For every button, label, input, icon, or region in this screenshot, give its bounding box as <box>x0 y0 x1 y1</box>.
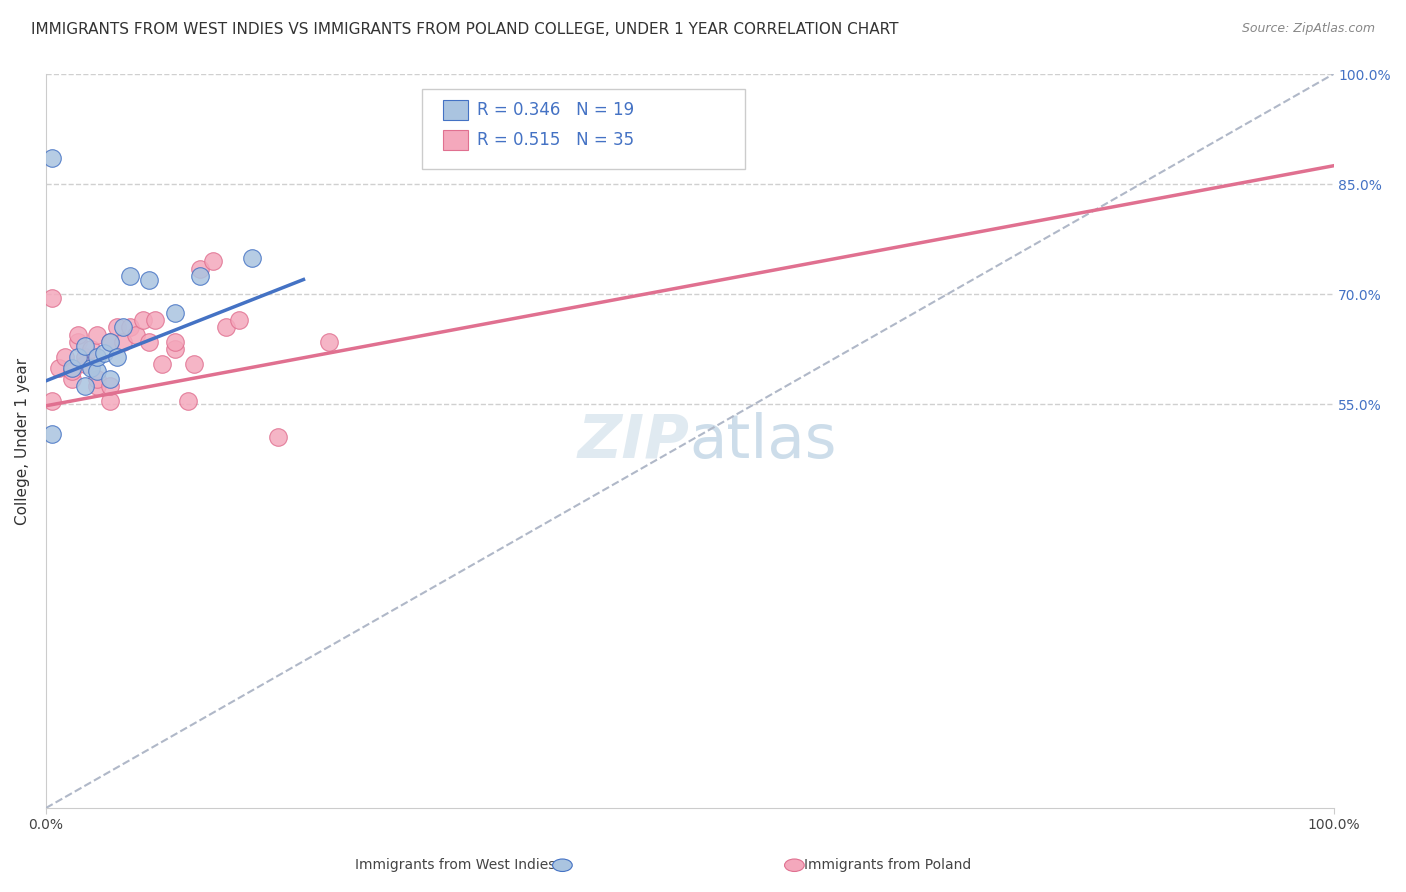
Point <box>80 343 103 357</box>
Point <box>86 371 108 385</box>
Point <box>67 327 90 342</box>
Point <box>112 320 135 334</box>
Text: atlas: atlas <box>690 411 837 470</box>
Point <box>41 393 63 408</box>
Point <box>48 360 70 375</box>
Point <box>215 320 238 334</box>
Point <box>60 364 83 378</box>
Y-axis label: College, Under 1 year: College, Under 1 year <box>15 358 30 524</box>
Point <box>125 327 148 342</box>
Point <box>118 320 141 334</box>
Text: Source: ZipAtlas.com: Source: ZipAtlas.com <box>1241 22 1375 36</box>
Point <box>60 371 83 385</box>
Point <box>41 426 63 441</box>
Point <box>267 430 290 444</box>
Point <box>60 360 83 375</box>
Point <box>105 320 128 334</box>
Point <box>118 268 141 283</box>
Point <box>228 313 250 327</box>
Point <box>98 334 121 349</box>
Point <box>163 334 186 349</box>
Point <box>86 350 108 364</box>
Point <box>240 251 263 265</box>
Point <box>73 379 96 393</box>
Text: ZIP: ZIP <box>578 411 690 470</box>
Point <box>138 272 160 286</box>
Text: Immigrants from West Indies: Immigrants from West Indies <box>354 858 555 872</box>
Point <box>176 393 198 408</box>
Point <box>93 346 115 360</box>
Point <box>41 152 63 166</box>
Point <box>67 334 90 349</box>
Point <box>73 338 96 352</box>
Point <box>183 357 205 371</box>
Point <box>98 334 121 349</box>
Point <box>86 327 108 342</box>
Point <box>190 261 212 276</box>
Point <box>105 350 128 364</box>
Point <box>138 334 160 349</box>
Point <box>131 313 153 327</box>
Point <box>73 357 96 371</box>
Point <box>190 268 212 283</box>
Text: Immigrants from Poland: Immigrants from Poland <box>804 858 972 872</box>
Point <box>86 364 108 378</box>
Point <box>53 350 76 364</box>
Point <box>163 305 186 319</box>
Point <box>41 291 63 305</box>
Point <box>98 379 121 393</box>
Point <box>86 379 108 393</box>
Text: IMMIGRANTS FROM WEST INDIES VS IMMIGRANTS FROM POLAND COLLEGE, UNDER 1 YEAR CORR: IMMIGRANTS FROM WEST INDIES VS IMMIGRANT… <box>31 22 898 37</box>
Point <box>112 334 135 349</box>
Point <box>318 334 340 349</box>
Point <box>98 371 121 385</box>
Point <box>73 350 96 364</box>
Text: R = 0.515   N = 35: R = 0.515 N = 35 <box>477 131 634 149</box>
Point <box>145 313 167 327</box>
Point <box>98 393 121 408</box>
Point <box>80 360 103 375</box>
Point <box>202 254 225 268</box>
Point <box>163 343 186 357</box>
Point <box>67 350 90 364</box>
Text: R = 0.346   N = 19: R = 0.346 N = 19 <box>477 101 634 119</box>
Point <box>150 357 173 371</box>
